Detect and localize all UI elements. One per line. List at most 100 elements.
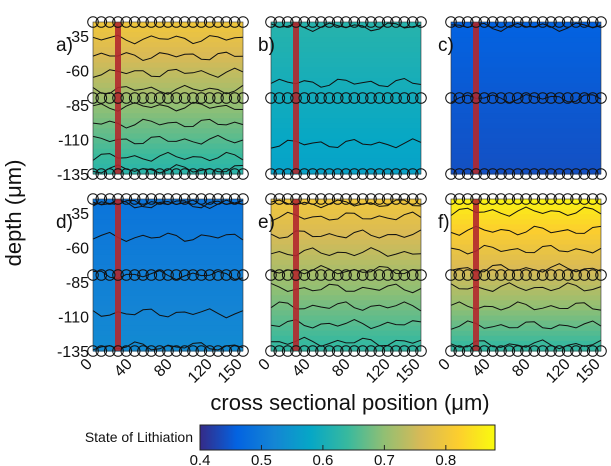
heat-strip — [93, 57, 243, 64]
measurement-marker — [306, 345, 319, 357]
measurement-marker — [390, 193, 402, 205]
y-tick-label: -35 — [66, 29, 89, 46]
heat-strip — [93, 87, 243, 94]
heat-strip — [93, 204, 243, 210]
heat-strip — [93, 153, 243, 160]
measurement-marker — [103, 193, 116, 205]
measurement-marker — [570, 168, 582, 180]
measurement-marker — [406, 269, 419, 281]
heat-strip — [451, 214, 601, 220]
measurement-marker — [373, 269, 386, 281]
measurement-marker — [170, 269, 183, 281]
measurement-marker — [178, 345, 191, 357]
heat-strip — [451, 158, 601, 165]
measurement-marker — [348, 92, 361, 104]
heat-strip — [93, 340, 243, 347]
measurement-marker — [212, 269, 224, 281]
measurement-marker — [340, 193, 352, 205]
measurement-marker — [365, 269, 377, 281]
panel-label: d) — [56, 212, 73, 233]
heat-strip — [271, 22, 421, 28]
measurement-marker — [323, 16, 336, 28]
heat-strip — [451, 37, 601, 43]
panel-b: b) — [258, 16, 427, 180]
x-tick-label: 40 — [469, 356, 494, 381]
measurement-marker — [137, 92, 149, 104]
measurement-marker — [373, 16, 386, 28]
measurement-marker — [453, 16, 466, 28]
measurement-marker — [331, 193, 344, 205]
measurement-marker — [220, 269, 233, 281]
measurement-marker — [553, 92, 566, 104]
measurement-marker — [553, 193, 566, 205]
measurement-marker — [220, 16, 233, 28]
measurement-marker — [331, 92, 344, 104]
panel-a: a)-35 -60 -85 -110 -135 — [56, 16, 249, 184]
measurement-marker — [381, 168, 394, 180]
heat-strip — [93, 244, 243, 251]
heat-strip — [93, 158, 243, 165]
heat-strip — [271, 269, 421, 276]
measurement-marker — [453, 168, 466, 180]
measurement-marker — [315, 193, 327, 205]
heat-strip — [271, 275, 421, 281]
heat-strip — [93, 234, 243, 241]
measurement-marker — [398, 345, 411, 357]
measurement-marker — [373, 345, 386, 357]
x-tick-label: 80 — [509, 356, 534, 381]
measurement-marker — [237, 269, 249, 281]
measurement-marker — [195, 193, 208, 205]
heat-strip — [451, 148, 601, 155]
measurement-marker — [170, 193, 183, 205]
heat-strip — [93, 259, 243, 266]
measurement-marker — [128, 92, 141, 104]
heat-strip — [93, 148, 243, 155]
measurement-marker — [145, 16, 158, 28]
measurement-marker — [120, 269, 133, 281]
measurement-marker — [273, 269, 286, 281]
measurement-marker — [406, 168, 419, 180]
measurement-marker — [478, 269, 491, 281]
measurement-marker — [586, 269, 599, 281]
measurement-marker — [545, 193, 557, 205]
measurement-marker — [212, 92, 224, 104]
measurement-marker — [128, 16, 141, 28]
heat-strip — [271, 204, 421, 210]
measurement-marker — [553, 269, 566, 281]
heat-strip — [93, 22, 243, 28]
heat-strip — [271, 244, 421, 251]
measurement-marker — [340, 269, 352, 281]
heat-strip — [271, 239, 421, 246]
measurement-marker — [536, 193, 549, 205]
x-axis-label: cross sectional position (μm) — [210, 390, 489, 415]
heat-strip — [93, 163, 243, 170]
heat-strip — [451, 335, 601, 342]
measurement-marker — [281, 16, 294, 28]
measurement-marker — [381, 269, 394, 281]
panel-frame — [270, 198, 422, 352]
heat-strip — [93, 325, 243, 332]
measurement-marker — [178, 16, 191, 28]
measurement-marker — [461, 345, 474, 357]
measurement-marker — [470, 269, 482, 281]
measurement-marker — [323, 168, 336, 180]
measurement-marker — [398, 193, 411, 205]
measurement-marker — [486, 168, 499, 180]
measurement-marker — [545, 16, 557, 28]
measurement-marker — [128, 168, 141, 180]
measurement-marker — [340, 92, 352, 104]
heat-strip — [93, 310, 243, 317]
measurement-marker — [561, 345, 574, 357]
panel-frame — [270, 21, 422, 175]
measurement-marker — [265, 269, 277, 281]
heat-strip — [451, 325, 601, 332]
measurement-marker — [87, 269, 99, 281]
heat-strip — [451, 320, 601, 327]
measurement-marker — [503, 345, 516, 357]
measurement-marker — [406, 16, 419, 28]
measurement-marker — [153, 193, 166, 205]
measurement-marker — [112, 193, 124, 205]
heat-strip — [93, 305, 243, 312]
measurement-marker — [220, 193, 233, 205]
